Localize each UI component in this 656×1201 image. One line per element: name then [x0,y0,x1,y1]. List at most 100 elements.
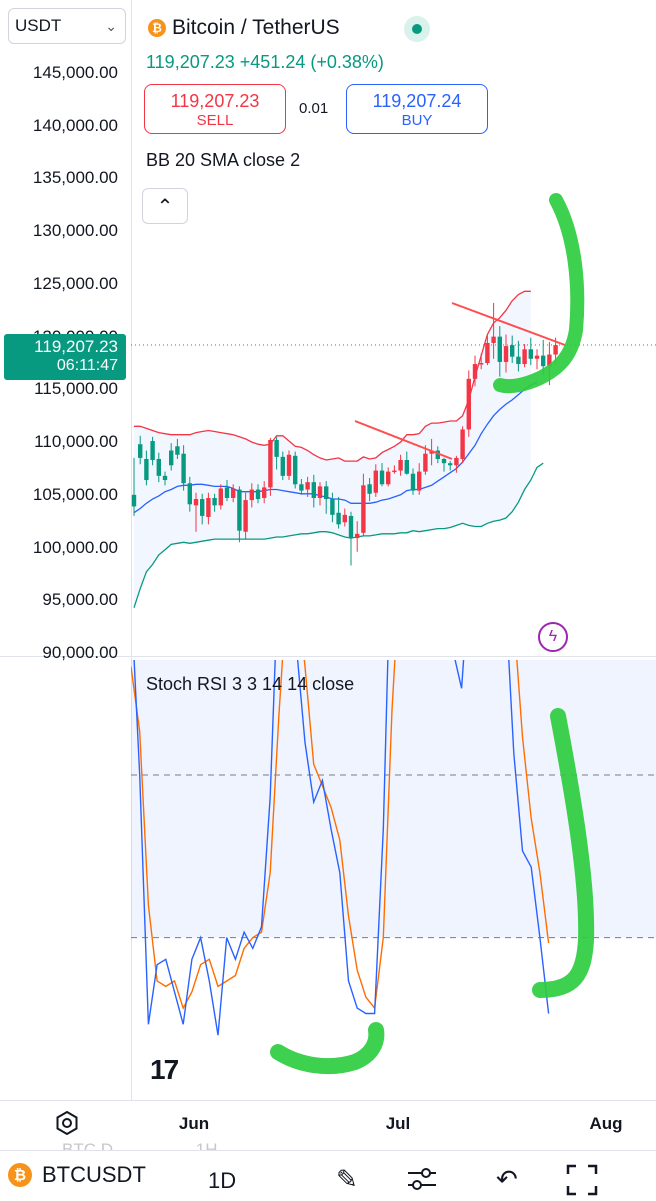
interval-button[interactable]: 1D [208,1168,237,1193]
candle-body [193,499,199,506]
quote-line: 119,207.23 +451.24 (+0.38%) [146,52,384,73]
candle-body [379,470,385,485]
bottom-symbol-label: BTCUSDT [42,1162,146,1187]
last-price: 119,207.23 [146,52,235,72]
bb-basis-line [133,381,538,514]
sell-price: 119,207.23 [170,91,260,111]
buy-button[interactable]: 119,207.24 BUY [346,84,488,134]
bb-indicator-label[interactable]: BB 20 SMA close 2 [146,150,301,170]
candle-body [460,429,465,459]
symbol-title[interactable]: ₿ Bitcoin / TetherUS [148,16,340,40]
time-tick-label: Jun [178,1114,210,1133]
candle-body [324,486,329,500]
bb-lower-line [133,462,544,608]
buy-price: 119,207.24 [372,91,462,111]
price-tick-label: 110,000.00 [34,432,118,452]
candle-body [392,470,397,473]
candle-body [286,454,292,476]
candle-body [367,484,372,494]
candle-body [181,453,186,484]
annotation-hook [532,708,595,998]
pane-divider [0,656,656,657]
candle-body [305,482,310,490]
price-tick-label: 100,000.00 [32,537,118,557]
bottom-toolbar [0,1150,656,1201]
candle-body [553,345,558,355]
candle-body [311,482,316,498]
lightning-icon[interactable]: ϟ [538,622,568,652]
candle-body [150,441,155,461]
candle-body [547,354,552,367]
time-tick-label: Aug [589,1114,623,1133]
candle-body [131,494,137,507]
candle-body [491,336,496,343]
bb-fill [134,291,531,608]
candle-body [243,500,248,532]
settings-icon[interactable] [54,1110,80,1136]
fullscreen-icon[interactable] [566,1164,598,1196]
chevron-up-icon: ⌃ [156,196,174,218]
candle-body [187,483,192,505]
bb-upper-line [134,290,531,462]
candle-body [342,514,347,523]
quote-selector[interactable]: USDT ⌄ [8,8,126,44]
price-axis-divider [131,0,132,1100]
candle-body [503,346,509,362]
candle-body [249,489,254,501]
undo-icon[interactable]: ↶ [496,1164,518,1194]
sell-label: SELL [196,112,234,129]
stoch-d-line [131,660,550,1010]
candle-body [237,489,242,531]
candle-body [386,471,391,485]
price-tick-label: 130,000.00 [32,221,118,241]
candles [131,302,558,566]
candle-body [162,475,168,481]
sell-button[interactable]: 119,207.23 SELL [144,84,286,134]
candle-body [410,473,416,491]
candle-body [472,364,478,379]
candle-body [169,450,174,466]
candle-body [398,460,403,471]
candle-body [454,457,459,466]
candle-body [317,486,323,498]
collapse-button[interactable]: ⌃ [142,188,188,224]
bottom-symbol-button[interactable]: ₿ BTCUSDT [8,1162,146,1188]
candle-body [262,487,267,498]
time-tick-label: Jul [385,1114,411,1133]
trend-line [451,302,566,346]
candle-body [144,458,149,481]
candle-body [224,487,230,498]
candle-body [510,345,515,357]
candle-body [293,455,298,485]
price-change: +451.24 [239,52,306,72]
bollinger-bands [133,290,544,608]
candle-body [417,471,422,491]
symbol-title-label: Bitcoin / TetherUS [172,16,340,39]
candle-body [404,460,409,474]
stoch-k-line [133,660,550,1036]
market-status-icon[interactable] [404,16,430,42]
candle-body [441,458,447,464]
quote-selector-label: USDT [15,16,62,35]
spread-value: 0.01 [299,100,329,117]
stoch-indicator-label[interactable]: Stoch RSI 3 3 14 14 close [146,674,355,694]
candle-body [466,378,471,430]
candle-body [212,497,217,506]
price-tick-label: 115,000.00 [34,379,118,399]
pen-icon[interactable]: ✎ [336,1164,358,1194]
annotations [270,193,595,1075]
price-change-pct: (+0.38%) [310,52,384,72]
candle-body [255,489,261,500]
price-tick-label: 140,000.00 [32,115,118,135]
price-tick-label: 125,000.00 [32,273,118,293]
candle-body [156,458,161,476]
candle-body [280,456,285,476]
annotation-hook [270,1022,385,1075]
tradingview-logo: 17 [150,1054,179,1085]
candle-body [206,497,211,517]
indicator-settings-icon[interactable] [406,1164,438,1194]
candle-body [231,488,236,498]
candle-body [429,450,434,454]
candle-body [268,439,273,488]
